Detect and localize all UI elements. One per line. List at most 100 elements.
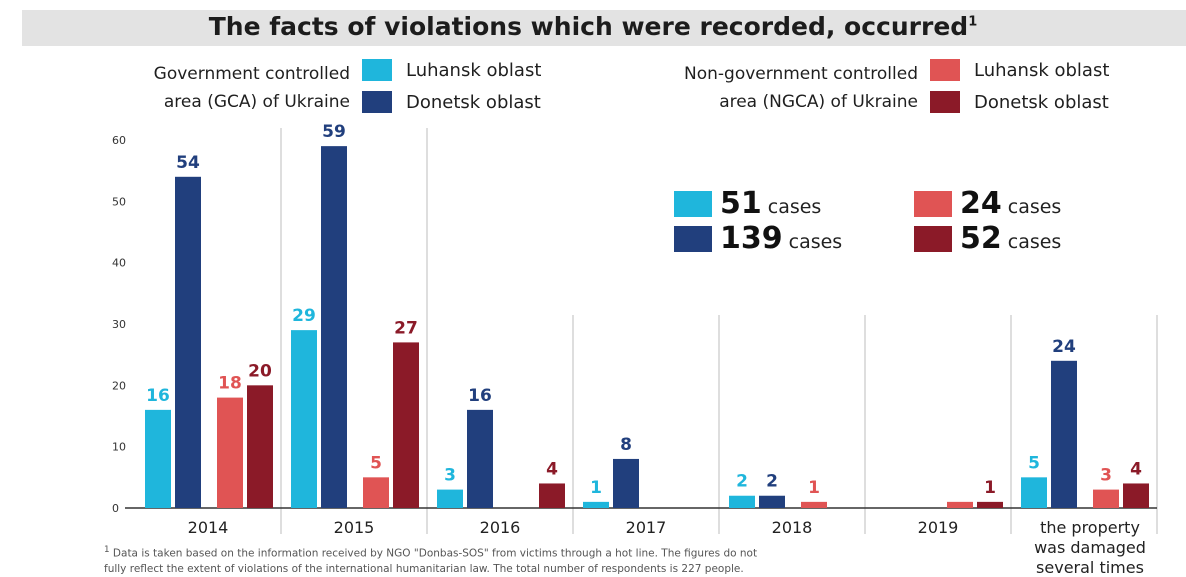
legend-group-ngca: Non-government controlled area (NGCA) of… [600,60,918,116]
bar-3-2 [539,483,565,508]
footnote-line-1: 1 Data is taken based on the information… [104,543,984,562]
legend-group-ngca-line2: area (NGCA) of Ukraine [719,92,918,112]
data-label-0-4: 2 [736,472,748,492]
data-label-3-0: 20 [248,361,272,381]
data-label-1-4: 2 [766,472,778,492]
legend-item-ngca-luhansk: Luhansk oblast [930,59,1109,81]
y-tick-label-30: 30 [112,318,126,331]
bar-1-4 [759,495,785,508]
x-tick-label-property-damaged-line-1: the property [1040,518,1140,537]
legend-label-ngca-luhansk: Luhansk oblast [974,59,1110,81]
data-label-2-4: 1 [808,478,820,498]
x-tick-label-2018: 2018 [772,518,813,537]
data-label-1-0: 54 [176,153,200,173]
data-label-2-6: 3 [1100,466,1112,486]
totals-swatch-ngca-donetsk [914,225,952,252]
bar-3-0 [247,385,273,508]
bar-0-4 [729,495,755,508]
totals-gca-luhansk: 51 cases [674,186,821,221]
legend-label-ngca-donetsk: Donetsk oblast [974,91,1109,113]
totals-unit-gca-donetsk: cases [788,231,843,253]
title-footnote-mark: 1 [968,14,978,30]
bar-0-3 [583,501,609,508]
x-tick-label-2016: 2016 [480,518,521,537]
x-tick-label-property-damaged: the property was damaged several times [1034,518,1146,577]
bar-0-0 [145,409,171,508]
data-label-0-6: 5 [1028,453,1040,473]
data-label-1-3: 8 [620,435,632,455]
y-tick-label-40: 40 [112,257,126,270]
x-tick-label-property-damaged-line-3: several times [1036,558,1144,577]
totals-gca-donetsk: 139 cases [674,221,842,256]
totals-swatch-gca-donetsk [674,225,712,252]
legend-swatch-ngca-donetsk [930,91,960,113]
data-label-2-1: 5 [370,453,382,473]
legend-swatch-gca-donetsk [362,91,392,113]
data-label-1-2: 16 [468,386,492,406]
x-tick-label-2019: 2019 [918,518,959,537]
data-label-0-2: 3 [444,466,456,486]
legend-group-gca-line2: area (GCA) of Ukraine [163,92,350,112]
bar-1-2 [467,409,493,508]
totals-unit-ngca-luhansk: cases [1007,196,1062,218]
footnote-line-2: fully reflect the extent of violations o… [104,562,744,575]
bar-3-6 [1123,483,1149,508]
y-tick-label-0: 0 [112,502,119,515]
bar-2-5 [947,501,973,508]
bar-1-6 [1051,360,1077,508]
y-tick-label-20: 20 [112,379,126,392]
totals-unit-gca-luhansk: cases [767,196,822,218]
bar-2-0 [217,397,243,508]
y-tick-label-60: 60 [112,134,126,147]
legend-label-gca-donetsk: Donetsk oblast [406,91,541,113]
totals-value-ngca-donetsk: 52 [960,221,1002,256]
data-label-0-0: 16 [146,386,170,406]
footnote-mark: 1 [104,545,110,555]
totals-ngca-donetsk: 52 cases [914,221,1061,256]
data-label-3-1: 27 [394,318,418,338]
data-label-1-1: 59 [322,122,346,142]
data-label-2-0: 18 [218,374,242,394]
bar-0-1 [291,330,317,508]
bar-1-0 [175,176,201,509]
data-label-3-6: 4 [1130,459,1142,479]
totals-value-gca-donetsk: 139 [720,221,783,256]
bar-0-6 [1021,477,1047,508]
legend-label-gca-luhansk: Luhansk oblast [406,59,542,81]
legend-swatch-gca-luhansk [362,59,392,81]
totals-swatch-ngca-luhansk [914,190,952,217]
title-band [22,10,1186,46]
chart-title: The facts of violations which were recor… [208,12,978,41]
data-label-0-3: 1 [590,478,602,498]
x-tick-label-2015: 2015 [334,518,375,537]
data-label-1-6: 24 [1052,337,1076,357]
legend-swatch-ngca-luhansk [930,59,960,81]
x-tick-label-property-damaged-line-2: was damaged [1034,538,1146,557]
totals-value-gca-luhansk: 51 [720,186,762,221]
y-tick-label-10: 10 [112,441,126,454]
totals-swatch-gca-luhansk [674,190,712,217]
legend-item-ngca-donetsk: Donetsk oblast [930,91,1109,113]
data-label-3-2: 4 [546,459,558,479]
bar-3-5 [977,501,1003,508]
legend-group-gca: Government controlled area (GCA) of Ukra… [60,60,350,116]
data-label-0-1: 29 [292,306,316,326]
legend-group-ngca-line1: Non-government controlled [684,64,918,84]
bar-2-6 [1093,489,1119,508]
bar-1-3 [613,458,639,508]
bar-2-4 [801,501,827,508]
bar-0-2 [437,489,463,508]
legend-group-gca-line1: Government controlled [153,64,350,84]
data-label-3-5: 1 [984,478,996,498]
bar-3-1 [393,342,419,508]
x-tick-label-2017: 2017 [626,518,667,537]
legend-item-gca-luhansk: Luhansk oblast [362,59,541,81]
footnote-text-1: Data is taken based on the information r… [112,547,758,560]
x-tick-label-2014: 2014 [188,518,229,537]
footnote: 1 Data is taken based on the information… [104,543,984,577]
y-tick-label-50: 50 [112,195,126,208]
totals-value-ngca-luhansk: 24 [960,186,1002,221]
bar-1-1 [321,146,347,508]
totals-ngca-luhansk: 24 cases [914,186,1061,221]
